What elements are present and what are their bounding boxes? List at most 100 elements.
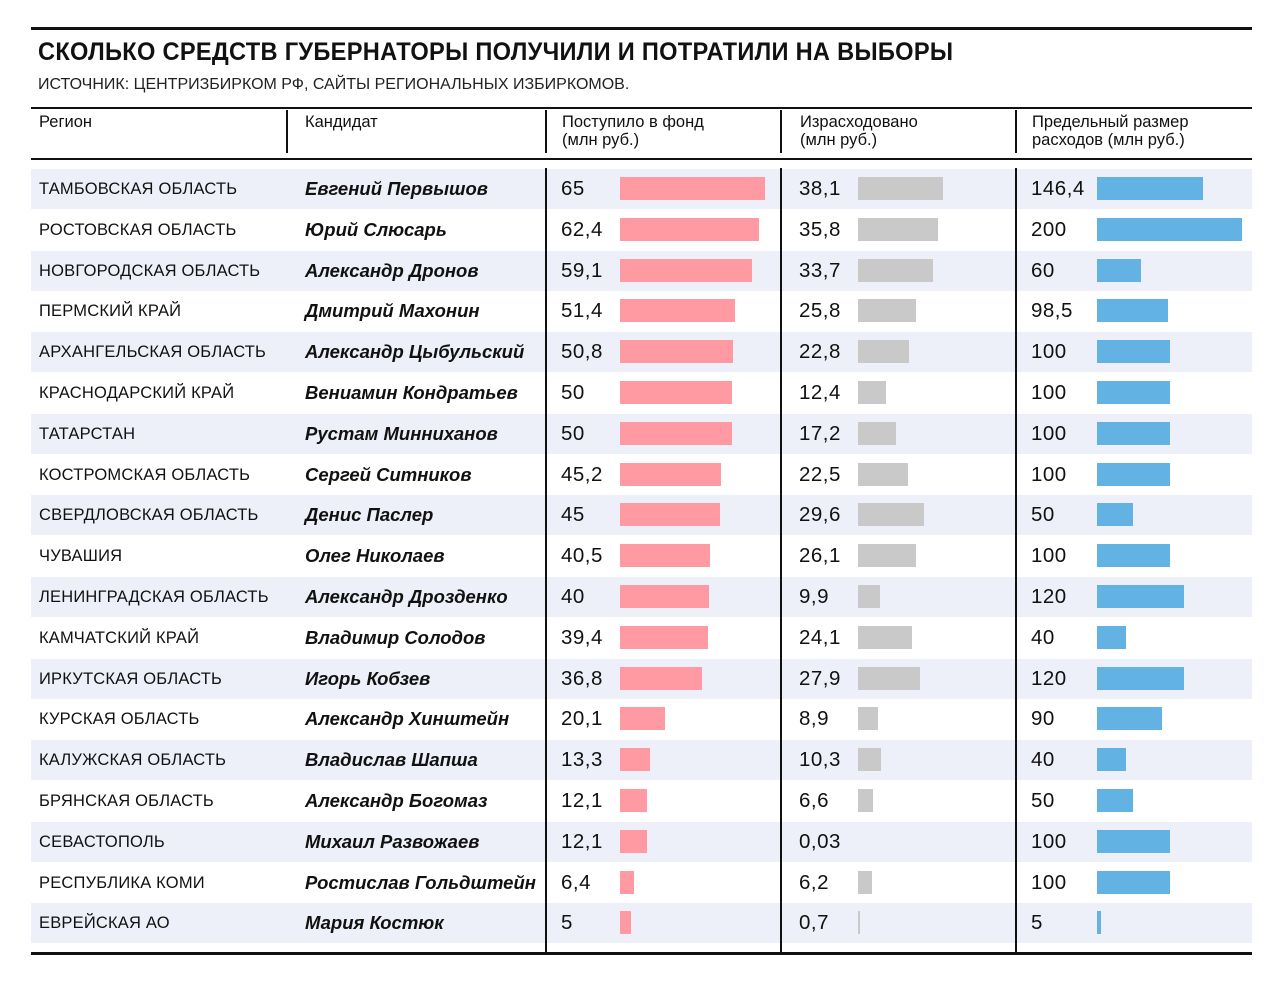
table-row: КУРСКАЯ ОБЛАСТЬ Александр Хинштейн 20,1 8,9… xyxy=(31,699,1252,739)
limit-value: 50 xyxy=(1031,789,1055,812)
received-value: 50 xyxy=(561,421,585,445)
limit-value: 50 xyxy=(1031,503,1055,527)
column-separator xyxy=(545,168,547,952)
candidate-name: Михаил Развожаев xyxy=(305,830,480,852)
spent-value: 22,8 xyxy=(799,340,841,364)
chart-source: ИСТОЧНИК: ЦЕНТРИЗБИРКОМ РФ, САЙТЫ РЕГИОН… xyxy=(38,76,630,93)
table-row: БРЯНСКАЯ ОБЛАСТЬ Александр Богомаз 12,1 6,6… xyxy=(31,781,1252,821)
table-row: ПЕРМСКИЙ КРАЙ Дмитрий Махонин 51,4 25,8 98,5 xyxy=(31,291,1252,331)
limit-bar xyxy=(1097,381,1170,404)
received-value: 40,5 xyxy=(561,544,603,568)
candidate-name: Ростислав Гольдштейн xyxy=(305,871,536,893)
region-name: КРАСНОДАРСКИЙ КРАЙ xyxy=(39,384,235,402)
limit-bar xyxy=(1097,503,1134,527)
received-bar xyxy=(620,258,752,282)
received-bar xyxy=(620,462,721,486)
limit-bar xyxy=(1097,748,1126,772)
candidate-name: Юрий Слюсарь xyxy=(305,218,447,240)
candidate-name: Владислав Шапша xyxy=(305,749,478,771)
top-rule xyxy=(31,27,1252,30)
received-value: 65 xyxy=(561,177,585,200)
spent-bar xyxy=(858,340,909,364)
limit-bar xyxy=(1097,217,1242,241)
candidate-name: Сергей Ситников xyxy=(305,463,472,485)
spent-value: 24,1 xyxy=(799,625,841,649)
header-region-label: Регион xyxy=(39,113,92,131)
table-row: СВЕРДЛОВСКАЯ ОБЛАСТЬ Денис Паслер 45 29,6 50 xyxy=(31,495,1252,536)
candidate-name: Вениамин Кондратьев xyxy=(305,382,518,403)
received-value: 50,8 xyxy=(561,340,603,364)
region-name: СЕВАСТОПОЛЬ xyxy=(39,832,165,851)
table-row: КАМЧАТСКИЙ КРАЙ Владимир Солодов 39,4 24,1 4… xyxy=(31,618,1252,658)
region-name: БРЯНСКАЯ ОБЛАСТЬ xyxy=(39,792,214,810)
spent-value: 6,6 xyxy=(799,789,829,812)
spent-bar xyxy=(858,666,921,690)
spent-bar xyxy=(858,911,860,935)
region-name: ЕВРЕЙСКАЯ АО xyxy=(39,914,170,933)
limit-value: 60 xyxy=(1031,258,1055,282)
table-row: ЛЕНИНГРАДСКАЯ ОБЛАСТЬ Александр Дрозденко… xyxy=(31,577,1252,617)
limit-value: 100 xyxy=(1031,462,1067,486)
table-row: КАЛУЖСКАЯ ОБЛАСТЬ Владислав Шапша 13,3 10,3… xyxy=(31,740,1252,781)
region-name: АРХАНГЕЛЬСКАЯ ОБЛАСТЬ xyxy=(39,343,267,362)
limit-value: 100 xyxy=(1031,340,1067,364)
spent-bar xyxy=(858,544,917,568)
region-name: КАМЧАТСКИЙ КРАЙ xyxy=(39,628,200,647)
region-name: РЕСПУБЛИКА КОМИ xyxy=(39,873,205,892)
spent-value: 33,7 xyxy=(799,258,841,282)
limit-value: 100 xyxy=(1031,870,1067,894)
received-value: 50 xyxy=(561,381,585,404)
limit-value: 40 xyxy=(1031,625,1055,649)
received-bar xyxy=(620,870,635,894)
header-separator xyxy=(286,110,288,153)
header-separator xyxy=(780,110,782,153)
received-bar xyxy=(620,177,765,200)
header-received-label: Поступило в фонд xyxy=(562,113,704,131)
spent-value: 0,03 xyxy=(799,829,841,853)
received-value: 62,4 xyxy=(561,217,603,241)
limit-value: 100 xyxy=(1031,381,1067,404)
limit-bar xyxy=(1097,625,1126,649)
region-name: ТАМБОВСКАЯ ОБЛАСТЬ xyxy=(39,180,238,198)
spent-value: 10,3 xyxy=(799,748,841,772)
header-top-rule xyxy=(31,107,1252,109)
received-value: 20,1 xyxy=(561,707,603,731)
table-row: ИРКУТСКАЯ ОБЛАСТЬ Игорь Кобзев 36,8 27,9 120 xyxy=(31,658,1252,699)
received-bar xyxy=(620,421,732,445)
header-limit-units: расходов (млн руб.) xyxy=(1032,131,1185,149)
limit-bar xyxy=(1097,911,1101,935)
received-bar xyxy=(620,340,734,364)
bottom-rule xyxy=(31,952,1252,955)
limit-bar xyxy=(1097,177,1204,200)
limit-bar xyxy=(1097,789,1134,812)
limit-bar xyxy=(1097,585,1184,608)
spent-value: 12,4 xyxy=(799,381,841,404)
spent-bar xyxy=(858,707,878,731)
spent-bar xyxy=(858,462,909,486)
spent-value: 27,9 xyxy=(799,666,841,690)
limit-bar xyxy=(1097,421,1170,445)
header-separator xyxy=(545,110,547,153)
received-bar xyxy=(620,299,735,323)
spent-bar xyxy=(858,217,938,241)
region-name: СВЕРДЛОВСКАЯ ОБЛАСТЬ xyxy=(39,506,259,525)
received-bar xyxy=(620,625,708,649)
spent-value: 35,8 xyxy=(799,217,841,241)
spent-bar xyxy=(858,625,912,649)
spent-bar xyxy=(858,299,916,323)
spent-value: 38,1 xyxy=(799,177,841,200)
header-separator xyxy=(1015,110,1017,153)
table-row: ТАМБОВСКАЯ ОБЛАСТЬ Евгений Первышов 65 38,1… xyxy=(31,169,1252,209)
header-received: Поступило в фонд (млн руб.) xyxy=(562,113,704,149)
spent-value: 0,7 xyxy=(799,911,829,935)
spent-bar xyxy=(858,258,934,282)
column-separator xyxy=(1015,168,1017,952)
limit-value: 120 xyxy=(1031,585,1067,608)
received-bar xyxy=(620,707,665,731)
candidate-name: Александр Хинштейн xyxy=(305,708,510,730)
table-row: РЕСПУБЛИКА КОМИ Ростислав Гольдштейн 6,4 6,… xyxy=(31,863,1252,903)
spent-bar xyxy=(858,381,886,404)
limit-bar xyxy=(1097,462,1170,486)
received-value: 51,4 xyxy=(561,299,603,323)
spent-bar xyxy=(858,789,873,812)
